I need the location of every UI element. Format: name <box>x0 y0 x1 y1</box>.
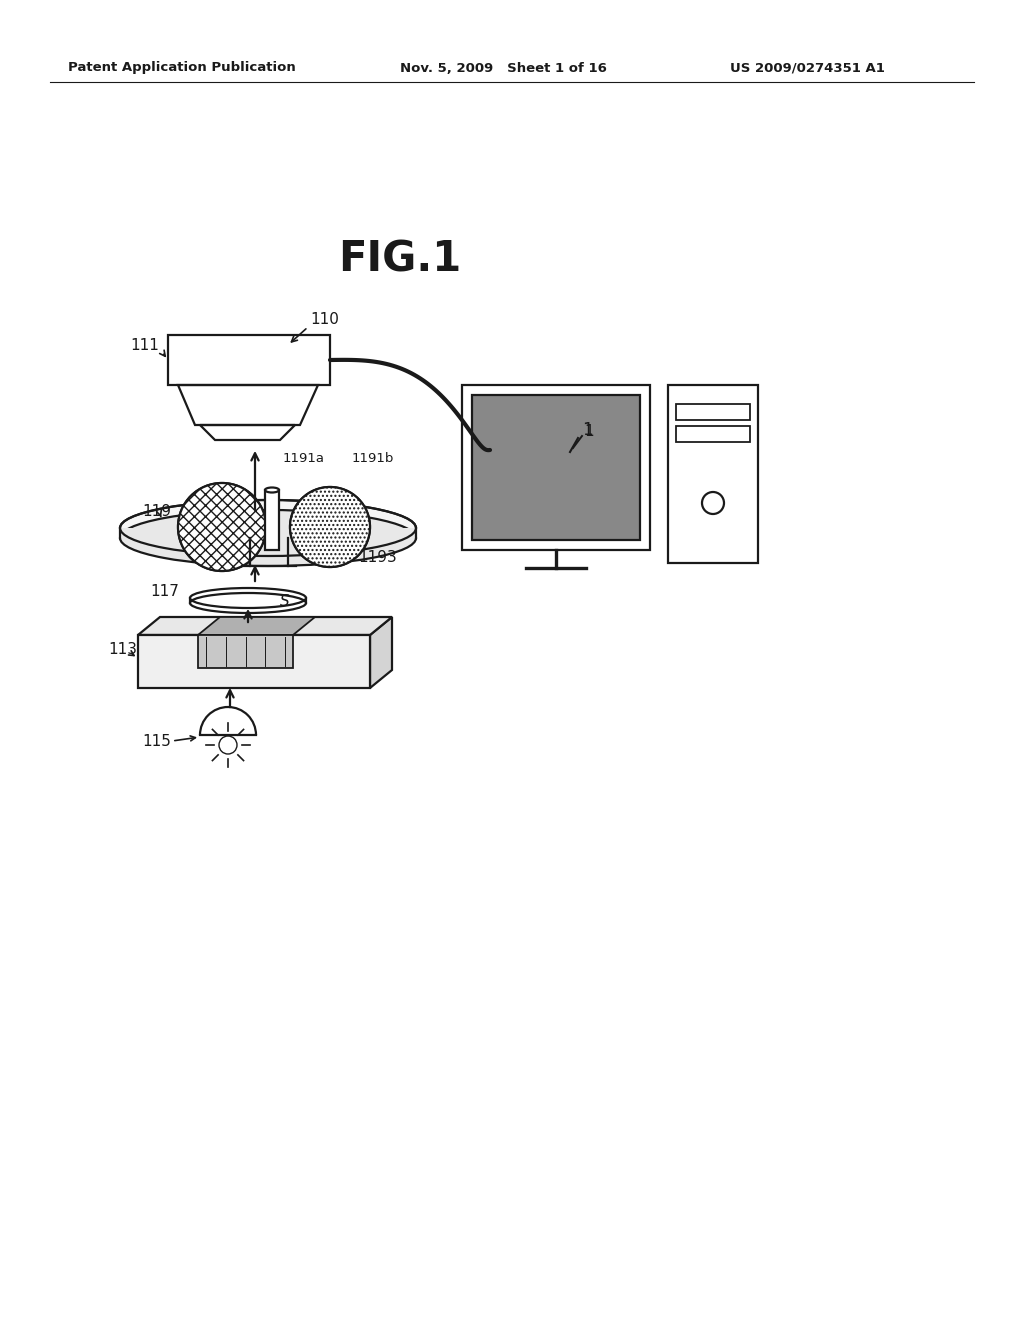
Text: 1: 1 <box>584 425 594 440</box>
Text: 1: 1 <box>582 421 593 440</box>
Polygon shape <box>120 528 416 539</box>
Text: 110: 110 <box>310 313 339 327</box>
Text: Patent Application Publication: Patent Application Publication <box>68 62 296 74</box>
Polygon shape <box>462 385 650 550</box>
Text: S: S <box>280 594 290 610</box>
Text: FIG.1: FIG.1 <box>338 239 462 281</box>
Bar <box>198 635 293 668</box>
Bar <box>676 426 750 442</box>
Text: 1191a: 1191a <box>283 451 325 465</box>
Polygon shape <box>668 385 758 564</box>
Circle shape <box>178 483 266 572</box>
Polygon shape <box>138 635 370 688</box>
Circle shape <box>290 487 370 568</box>
Circle shape <box>178 483 266 572</box>
Bar <box>265 490 279 550</box>
Text: 111: 111 <box>130 338 159 352</box>
Polygon shape <box>198 616 315 635</box>
Circle shape <box>290 487 370 568</box>
Text: 1191b: 1191b <box>352 451 394 465</box>
Ellipse shape <box>120 510 416 566</box>
Text: US 2009/0274351 A1: US 2009/0274351 A1 <box>730 62 885 74</box>
Text: 1193: 1193 <box>358 550 396 565</box>
Ellipse shape <box>265 487 279 492</box>
Polygon shape <box>370 616 392 688</box>
Text: 113: 113 <box>108 643 137 657</box>
Circle shape <box>219 737 237 754</box>
Bar <box>676 404 750 420</box>
Text: 115: 115 <box>142 734 171 750</box>
Ellipse shape <box>190 587 306 609</box>
Text: 119: 119 <box>142 504 171 520</box>
Text: 117: 117 <box>150 585 179 599</box>
Text: Nov. 5, 2009   Sheet 1 of 16: Nov. 5, 2009 Sheet 1 of 16 <box>400 62 607 74</box>
Bar <box>472 395 640 540</box>
Polygon shape <box>138 616 392 635</box>
Ellipse shape <box>120 500 416 556</box>
